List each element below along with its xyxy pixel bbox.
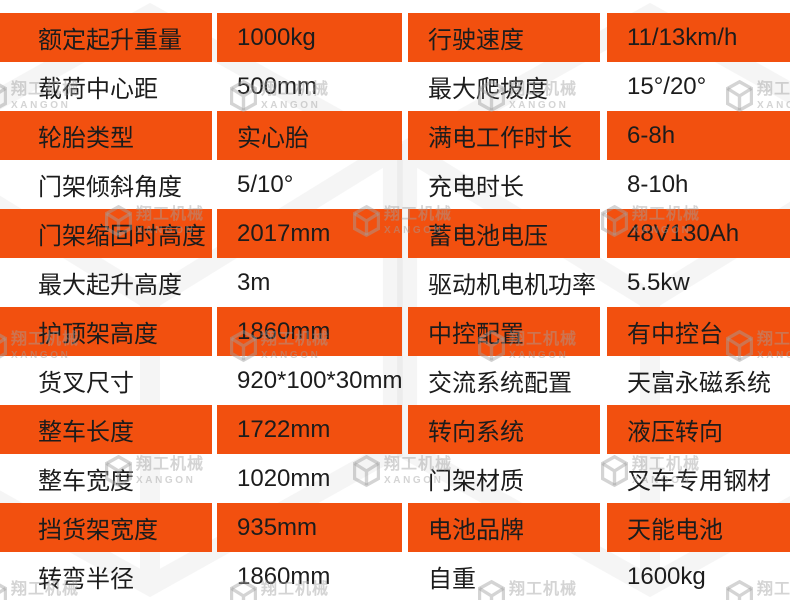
spec-value: 935mm: [217, 503, 402, 552]
spec-label: 转向系统: [408, 405, 600, 454]
spec-value: 有中控台: [607, 307, 790, 356]
spec-table: 额定起升重量 1000kg 行驶速度 11/13km/h 载荷中心距 500mm 最大爬坡度…: [0, 13, 790, 600]
spec-value: 天能电池: [607, 503, 790, 552]
spec-label: 电池品牌: [408, 503, 600, 552]
spec-value: 5.5kw: [627, 268, 690, 296]
spec-value: 实心胎: [217, 111, 402, 160]
spec-value: 1860mm: [237, 562, 331, 590]
spec-value: 11/13km/h: [607, 13, 790, 62]
spec-label: 门架倾斜角度: [38, 174, 182, 201]
spec-label: 自重: [428, 566, 476, 593]
table-row: 最大起升高度 3m 驱动机电机功率 5.5kw: [0, 258, 790, 307]
spec-label: 驱动机电机功率: [428, 272, 596, 299]
spec-label: 蓄电池电压: [408, 209, 600, 258]
spec-value: 15°/20°: [627, 72, 707, 100]
spec-label: 门架材质: [428, 468, 524, 495]
table-row: 额定起升重量 1000kg 行驶速度 11/13km/h: [0, 13, 790, 62]
spec-value: 液压转向: [607, 405, 790, 454]
spec-label: 转弯半径: [38, 566, 134, 593]
spec-label: 最大起升高度: [38, 272, 182, 299]
spec-value: 1020mm: [237, 464, 331, 492]
spec-value: 500mm: [237, 72, 318, 100]
table-row: 整车长度 1722mm 转向系统 液压转向: [0, 405, 790, 454]
spec-label: 额定起升重量: [0, 13, 212, 62]
spec-value: 48V130Ah: [607, 209, 790, 258]
spec-value: 6-8h: [607, 111, 790, 160]
spec-label: 满电工作时长: [408, 111, 600, 160]
table-row: 整车宽度 1020mm 门架材质 叉车专用钢材: [0, 454, 790, 503]
spec-label: 中控配置: [408, 307, 600, 356]
spec-label: 货叉尺寸: [38, 370, 134, 397]
table-row: 转弯半径 1860mm 自重 1600kg: [0, 552, 790, 600]
table-row: 货叉尺寸 920*100*30mm 交流系统配置 天富永磁系统: [0, 356, 790, 405]
table-row: 门架缩回时高度 2017mm 蓄电池电压 48V130Ah: [0, 209, 790, 258]
spec-label: 轮胎类型: [0, 111, 212, 160]
table-row: 轮胎类型 实心胎 满电工作时长 6-8h: [0, 111, 790, 160]
spec-label: 护顶架高度: [0, 307, 212, 356]
spec-label: 最大爬坡度: [428, 76, 548, 103]
spec-label: 整车长度: [0, 405, 212, 454]
table-row: 门架倾斜角度 5/10° 充电时长 8-10h: [0, 160, 790, 209]
spec-label: 载荷中心距: [38, 76, 158, 103]
spec-value: 天富永磁系统: [627, 370, 771, 397]
spec-label: 行驶速度: [408, 13, 600, 62]
spec-value: 8-10h: [627, 170, 689, 198]
spec-label: 整车宽度: [38, 468, 134, 495]
spec-label: 门架缩回时高度: [0, 209, 212, 258]
table-row: 载荷中心距 500mm 最大爬坡度 15°/20°: [0, 62, 790, 111]
spec-value: 叉车专用钢材: [627, 468, 771, 495]
spec-value: 920*100*30mm: [237, 366, 403, 394]
spec-value: 3m: [237, 268, 271, 296]
spec-label: 挡货架宽度: [0, 503, 212, 552]
spec-label: 交流系统配置: [428, 370, 572, 397]
spec-label: 充电时长: [428, 174, 524, 201]
spec-value: 1000kg: [217, 13, 402, 62]
spec-value: 5/10°: [237, 170, 294, 198]
spec-value: 1860mm: [217, 307, 402, 356]
table-row: 护顶架高度 1860mm 中控配置 有中控台: [0, 307, 790, 356]
spec-value: 1600kg: [627, 562, 706, 590]
table-row: 挡货架宽度 935mm 电池品牌 天能电池: [0, 503, 790, 552]
spec-value: 2017mm: [217, 209, 402, 258]
spec-value: 1722mm: [217, 405, 402, 454]
